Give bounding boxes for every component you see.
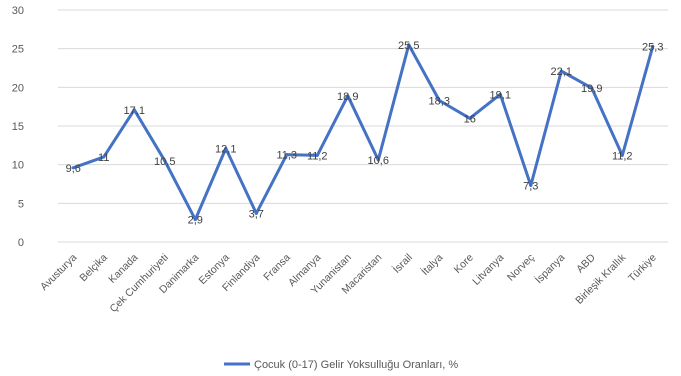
data-label: 16 [464, 113, 476, 125]
x-tick-label: Türkiye [626, 252, 659, 285]
data-label: 18,9 [337, 91, 358, 103]
data-label: 9,6 [66, 163, 81, 175]
x-tick-label: Avusturya [38, 252, 79, 293]
data-label: 22,1 [551, 66, 572, 78]
x-tick-label: Belçika [77, 252, 110, 285]
data-label: 2,9 [188, 215, 203, 227]
data-label: 25,5 [398, 40, 419, 52]
y-tick-label: 30 [12, 5, 24, 17]
y-axis: 0 5 10 15 20 25 30 [12, 5, 24, 249]
data-label: 11,2 [307, 150, 328, 162]
data-label: 11,2 [612, 150, 633, 162]
y-tick-label: 0 [18, 237, 24, 249]
data-label: 11,3 [276, 150, 297, 162]
data-label: 10,5 [154, 156, 175, 168]
data-label: 3,7 [249, 208, 264, 220]
x-tick-label: Kore [452, 252, 476, 276]
y-tick-label: 5 [18, 198, 24, 210]
data-label: 11 [98, 152, 109, 164]
data-label: 25,3 [642, 41, 663, 53]
y-tick-label: 20 [12, 82, 24, 94]
data-label: 12,1 [215, 143, 236, 155]
data-label: 19,1 [490, 89, 511, 101]
legend: Çocuk (0-17) Gelir Yoksulluğu Oranları, … [224, 359, 458, 371]
data-label: 17,1 [124, 105, 145, 117]
x-tick-label: İtalya [418, 251, 445, 278]
x-tick-label: ABD [574, 251, 598, 275]
x-tick-label: İspanya [532, 251, 567, 286]
data-label: 18,3 [429, 95, 450, 107]
x-tick-label: Norveç [505, 252, 537, 284]
y-tick-label: 10 [12, 160, 24, 172]
data-label: 10,6 [368, 155, 389, 167]
legend-label: Çocuk (0-17) Gelir Yoksulluğu Oranları, … [254, 359, 458, 371]
x-tick-label: Litvanya [470, 252, 506, 288]
data-label: 7,3 [523, 181, 538, 193]
y-tick-label: 25 [12, 44, 24, 56]
data-label: 19,9 [581, 83, 602, 95]
y-tick-label: 15 [12, 121, 24, 133]
x-tick-label: İsrail [390, 251, 415, 276]
